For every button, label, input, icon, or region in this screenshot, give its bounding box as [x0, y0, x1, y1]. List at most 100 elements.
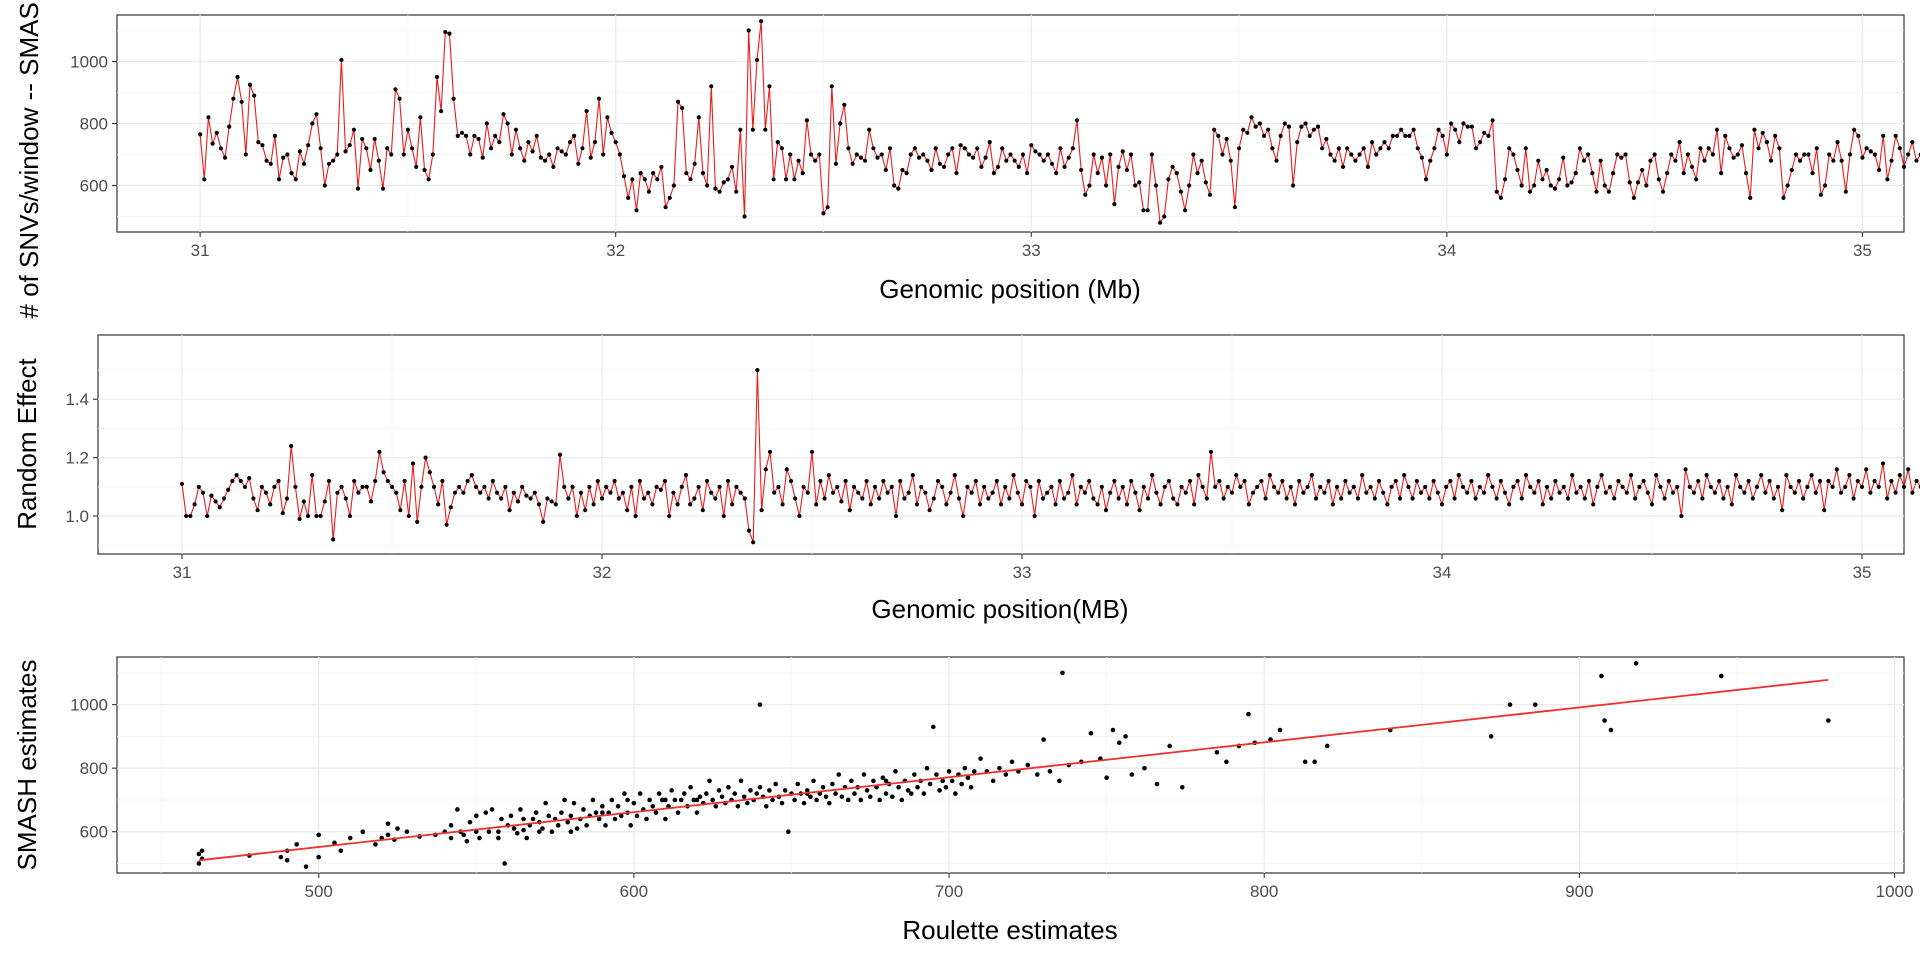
data-point	[457, 484, 462, 489]
data-point	[221, 496, 227, 501]
data-point	[1004, 158, 1009, 163]
data-point	[592, 140, 598, 145]
data-point	[199, 848, 205, 854]
data-point	[1003, 484, 1008, 489]
data-point	[754, 57, 760, 63]
data-point	[1003, 772, 1009, 777]
data-point	[730, 502, 735, 507]
data-point	[343, 149, 348, 154]
data-point	[1154, 490, 1159, 495]
data-point	[600, 810, 605, 815]
data-point	[625, 508, 630, 513]
data-point	[1742, 490, 1747, 495]
data-point	[1633, 496, 1638, 501]
data-point	[845, 797, 851, 803]
data-point	[555, 823, 561, 828]
data-point	[360, 829, 366, 835]
data-point	[771, 177, 776, 182]
data-point	[663, 205, 668, 210]
data-point	[1704, 473, 1709, 478]
data-point	[1120, 149, 1125, 154]
data-point	[1225, 484, 1230, 489]
data-point	[1444, 484, 1449, 489]
data-point	[1901, 484, 1907, 489]
data-point	[1540, 502, 1545, 507]
data-point	[1057, 778, 1062, 784]
data-point	[473, 484, 479, 489]
data-point	[1763, 490, 1768, 495]
data-point	[1847, 152, 1853, 157]
data-point	[1166, 177, 1171, 182]
data-point	[890, 794, 895, 800]
data-point	[1124, 502, 1130, 507]
data-point	[738, 127, 743, 132]
data-point	[1775, 484, 1781, 489]
data-point	[1212, 127, 1217, 132]
data-point	[839, 499, 844, 504]
data-point	[268, 502, 273, 507]
panel-estimates-scatter-grid	[117, 657, 1904, 873]
panel-estimates-scatter-points	[196, 661, 1831, 869]
data-point	[1196, 473, 1201, 478]
data-point	[1267, 473, 1272, 478]
data-point	[1253, 124, 1258, 129]
data-point	[1145, 208, 1150, 213]
data-point	[483, 810, 489, 815]
data-point	[1801, 496, 1806, 501]
data-point	[1411, 127, 1416, 132]
x-tick-label: 34	[1433, 563, 1452, 582]
data-point	[839, 794, 845, 800]
data-point	[360, 136, 365, 142]
data-point	[530, 816, 536, 822]
data-point	[634, 208, 639, 213]
data-point	[847, 508, 852, 513]
data-point	[377, 449, 382, 454]
data-point	[667, 195, 672, 200]
data-point	[830, 781, 835, 787]
data-point	[447, 31, 452, 36]
data-point	[868, 502, 873, 507]
data-point	[1407, 133, 1412, 138]
data-point	[255, 508, 260, 513]
data-point	[943, 784, 949, 790]
data-point	[1809, 473, 1814, 478]
data-point	[1731, 155, 1736, 160]
data-point	[440, 478, 445, 484]
data-point	[1299, 124, 1304, 129]
data-point	[759, 508, 764, 513]
data-point	[1241, 127, 1246, 132]
data-point	[1204, 496, 1209, 501]
data-point	[339, 57, 344, 63]
data-point	[716, 788, 722, 793]
data-point	[1511, 152, 1516, 157]
data-point	[489, 807, 495, 812]
data-point	[1838, 490, 1844, 495]
data-point	[1091, 152, 1096, 157]
x-tick-label: 600	[620, 882, 648, 901]
data-point	[779, 146, 785, 151]
data-point	[1645, 490, 1650, 495]
data-point	[484, 121, 489, 126]
data-point	[669, 788, 674, 793]
data-point	[1498, 195, 1503, 200]
data-point	[547, 152, 552, 157]
data-point	[1423, 484, 1428, 489]
data-point	[1116, 164, 1121, 169]
data-point	[1906, 152, 1911, 157]
data-point	[1257, 121, 1262, 126]
data-point	[1124, 167, 1129, 173]
data-point	[1540, 177, 1545, 182]
data-point	[549, 499, 554, 504]
data-point	[1007, 496, 1012, 501]
data-point	[1586, 478, 1592, 484]
data-point	[1297, 478, 1302, 484]
data-point	[1406, 484, 1411, 489]
data-point	[1066, 490, 1071, 495]
data-point	[1452, 496, 1457, 501]
data-point	[1170, 164, 1175, 169]
data-point	[767, 449, 773, 454]
data-point	[1739, 143, 1745, 148]
data-point	[448, 835, 454, 841]
data-point	[226, 487, 231, 492]
data-point	[1277, 727, 1283, 733]
